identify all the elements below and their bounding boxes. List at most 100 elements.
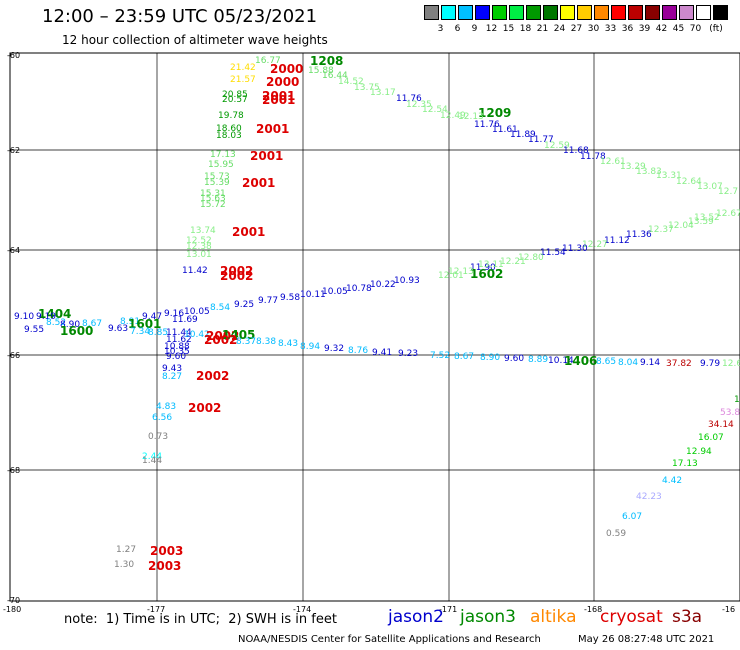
wave-height-label: 15.39 xyxy=(204,178,230,188)
wave-height-label: 10.42 xyxy=(184,330,210,340)
scale-swatch xyxy=(458,5,473,20)
wave-height-label: 9.25 xyxy=(234,300,255,310)
wave-height-label: 1.30 xyxy=(114,560,135,570)
pass-time-label: 2001 xyxy=(262,93,296,107)
wave-height-label: 11.77 xyxy=(528,135,554,145)
wave-height-label: 9.23 xyxy=(398,349,419,359)
wave-height-label: 34.14 xyxy=(708,420,734,430)
legend-s3a: s3a xyxy=(672,607,703,627)
lat-tick-label: -70 xyxy=(7,596,20,605)
pass-time-label: 2001 xyxy=(242,176,276,190)
wave-height-label: 6.07 xyxy=(622,512,643,522)
scale-swatch xyxy=(424,5,439,20)
wave-height-label: 12.59 xyxy=(544,141,570,151)
wave-height-label: 12.38 xyxy=(186,242,212,252)
wave-height-label: 12.6 xyxy=(722,359,740,369)
wave-height-label: 8.38 xyxy=(256,337,277,347)
wave-height-label: 8.54 xyxy=(210,303,231,313)
wave-height-label: 9.19 xyxy=(36,312,57,322)
lat-tick-label: -68 xyxy=(7,466,20,475)
wave-height-label: 4.83 xyxy=(156,402,177,412)
wave-height-label: 12.52 xyxy=(186,236,212,246)
pass-time-label: 1600 xyxy=(60,324,94,338)
scale-swatch xyxy=(594,5,609,20)
scale-unit: (ft) xyxy=(709,24,723,34)
wave-height-label: 12.21 xyxy=(500,257,526,267)
wave-height-label: 9.16 xyxy=(164,309,185,319)
scale-swatch xyxy=(662,5,677,20)
wave-height-label: 15.63 xyxy=(200,194,226,204)
wave-height-label: 11.76 xyxy=(474,120,500,130)
pass-time-label: 1602 xyxy=(470,267,504,281)
wave-height-label: 11.30 xyxy=(562,244,588,254)
wave-height-label: 10.11 xyxy=(300,290,326,300)
lat-tick-label: -64 xyxy=(7,246,20,255)
wave-height-label: 9.32 xyxy=(324,344,345,354)
scale-swatch xyxy=(475,5,490,20)
scale-tick-label: 21 xyxy=(536,24,549,34)
wave-height-label: 8.67 xyxy=(454,352,475,362)
wave-height-label: 10.14 xyxy=(548,356,574,366)
wave-height-label: 0.59 xyxy=(606,529,627,539)
legend-altika: altika xyxy=(530,607,577,627)
wave-height-label: 12.54 xyxy=(422,105,448,115)
wave-height-label: 11.36 xyxy=(626,230,652,240)
pass-time-label: 2001 xyxy=(250,149,284,163)
wave-height-label: 12.27 xyxy=(582,240,608,250)
wave-height-label: 2.44 xyxy=(142,452,163,462)
pass-time-label: 2001 xyxy=(232,225,266,239)
lon-tick-label: -174 xyxy=(293,605,311,614)
wave-height-label: 8.43 xyxy=(278,339,299,349)
wave-height-label: 11.78 xyxy=(580,152,606,162)
scale-tick-label: 9 xyxy=(471,24,478,34)
wave-height-label: 13.75 xyxy=(354,83,380,93)
scale-tick-label: 12 xyxy=(485,24,498,34)
scale-swatch xyxy=(611,5,626,20)
wave-height-label: 11.61 xyxy=(492,125,518,135)
pass-time-label: 1405 xyxy=(222,328,256,342)
wave-height-label: 13.31 xyxy=(656,171,682,181)
wave-height-label: 4.42 xyxy=(662,476,683,486)
pass-time-label: 2003 xyxy=(148,559,182,573)
wave-height-label: 12.01 xyxy=(438,271,464,281)
scale-swatch xyxy=(696,5,711,20)
wave-height-label: 8.67 xyxy=(82,319,103,329)
wave-height-label: 16.07 xyxy=(698,433,724,443)
wave-height-label: 12.67 xyxy=(716,209,740,219)
pass-time-label: 2002 xyxy=(220,264,254,278)
scale-tick-label: 42 xyxy=(655,24,668,34)
scale-tick-label: 18 xyxy=(519,24,532,34)
wave-height-label: 8.89 xyxy=(528,355,549,365)
scale-swatch xyxy=(577,5,592,20)
scale-tick-label: 45 xyxy=(672,24,685,34)
timestamp: May 26 08:27:48 UTC 2021 xyxy=(578,634,715,645)
wave-height-label: 16.44 xyxy=(322,71,348,81)
wave-height-label: 11.42 xyxy=(182,266,208,276)
wave-height-label: 8.90 xyxy=(480,353,501,363)
wave-height-label: 1.27 xyxy=(116,545,137,555)
pass-time-label: 1601 xyxy=(128,317,162,331)
wave-height-label: 10.88 xyxy=(164,342,190,352)
pass-time-label: 1406 xyxy=(564,354,598,368)
wave-height-label: 11.62 xyxy=(166,335,192,345)
wave-height-label: 9.41 xyxy=(372,348,393,358)
wave-height-label: 53.8 xyxy=(720,408,740,418)
pass-time-label: 2003 xyxy=(150,544,184,558)
wave-height-label: 14.52 xyxy=(338,77,364,87)
axis-tick-labels: -60 -62 -64 -66 -68 -70-180 -177 -174 -171 -168 -1… xyxy=(3,51,735,614)
wave-height-label: 11.76 xyxy=(396,94,422,104)
wave-height-label: 10.35 xyxy=(164,347,190,357)
wave-height-label: 15.88 xyxy=(308,66,334,76)
wave-height-label: 42.23 xyxy=(636,492,662,502)
wave-height-label: 15.31 xyxy=(200,189,226,199)
credit-line: NOAA/NESDIS Center for Satellite Applica… xyxy=(238,634,541,645)
wave-height-label: 13.29 xyxy=(620,162,646,172)
pass-time-label: 1208 xyxy=(310,54,344,68)
scale-tick-label: 70 xyxy=(689,24,702,34)
wave-height-label: 12.49 xyxy=(440,111,466,121)
wave-height-label: 13.07 xyxy=(697,182,723,192)
wave-height-label: 11.89 xyxy=(510,130,536,140)
wave-height-label: 18.60 xyxy=(216,124,242,134)
wave-height-label: 13.74 xyxy=(190,226,216,236)
wave-height-label: 12.80 xyxy=(518,253,544,263)
